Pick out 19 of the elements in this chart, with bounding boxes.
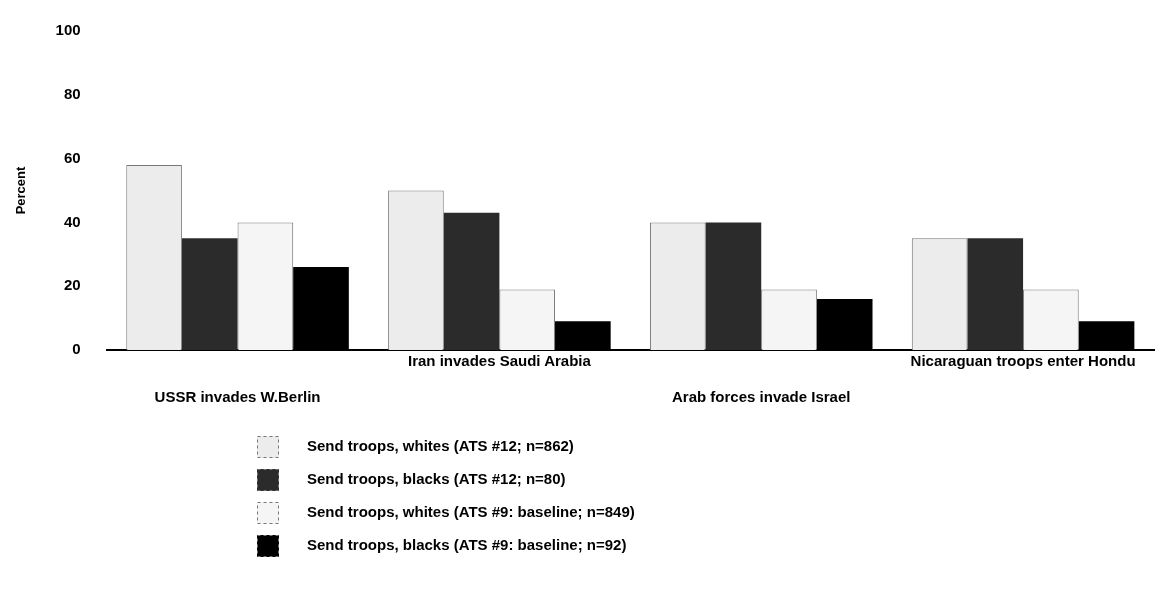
x-tick-label: Iran invades Saudi Arabia: [407, 352, 592, 370]
x-tick-label: Arab forces invade Israel: [672, 388, 851, 406]
x-tick-label: USSR invades W.Berlin: [154, 388, 321, 406]
y-tick-label: 60: [63, 148, 81, 166]
legend-label: Send troops, whites (ATS #12; n=862): [307, 437, 574, 455]
legend-label: Send troops, blacks (ATS #9: baseline; n=92): [307, 536, 627, 554]
bar: [181, 238, 238, 350]
legend-label: Send troops, blacks (ATS #12; n=80): [307, 470, 566, 488]
bar: [443, 212, 500, 350]
y-tick-label: 0: [72, 340, 81, 358]
bar: [967, 238, 1024, 350]
y-tick-label: 20: [63, 276, 81, 294]
y-tick-label: 100: [55, 21, 81, 39]
x-tick-label: Nicaraguan troops enter Hondu: [910, 352, 1136, 370]
legend-label: Send troops, whites (ATS #9: baseline; n=849): [307, 503, 635, 521]
y-tick-label: 80: [63, 84, 81, 102]
bar: [705, 222, 762, 350]
y-tick-label: 40: [63, 212, 81, 230]
y-axis-title: Percent: [13, 165, 29, 215]
